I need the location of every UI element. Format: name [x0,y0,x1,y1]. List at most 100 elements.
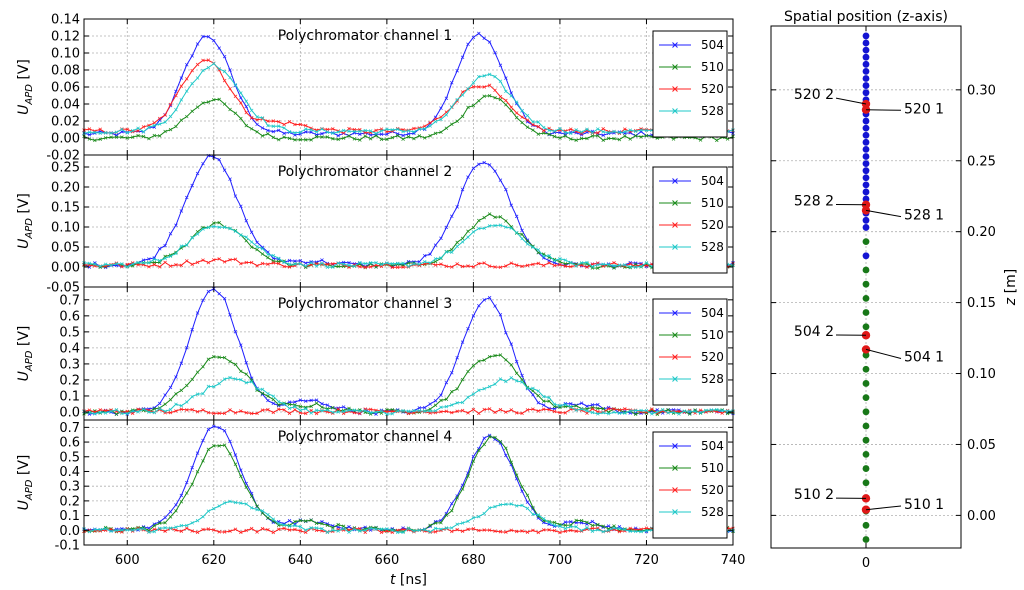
series-point [163,260,167,265]
series-point [266,252,270,257]
series-point [217,425,221,430]
series-point [455,240,459,245]
series-point [239,468,243,472]
series-point [498,223,503,227]
series-point [201,258,205,262]
series-point [596,262,600,267]
series-point [157,116,162,121]
series-point [374,131,378,136]
point-blue [862,252,870,260]
series-point [509,105,514,109]
series-point [325,523,330,527]
series-point [460,400,465,405]
legend-entry: 510 [701,328,724,342]
series-point [201,68,205,73]
series-point [487,295,492,300]
legend-marker [672,64,678,70]
series-point [477,514,481,519]
point-blue [862,39,870,47]
series-point [433,131,438,136]
series-point [212,97,216,102]
series-point [531,392,535,397]
series-point [525,238,530,242]
series-point [574,524,578,529]
series-point [623,263,627,267]
series-markers-510 [82,435,735,534]
y-tick-label: 0.10 [51,221,80,236]
series-line-510 [83,213,734,269]
series-point [325,408,330,412]
series-point [190,183,194,188]
series-point [520,489,524,493]
series-point [477,304,481,308]
series-point [195,260,200,265]
series-point [536,530,541,535]
series-point [347,134,351,138]
series-point [471,364,476,368]
series-point [428,121,432,125]
series-point [590,410,595,415]
series-point [190,377,194,382]
series-markers-528 [82,375,735,417]
series-point [531,512,535,517]
series-point [569,127,573,131]
series-point [390,528,395,532]
series-point [596,266,600,270]
series-point [233,453,238,457]
series-point [606,412,611,416]
series-point [163,525,167,530]
series-point [493,265,497,269]
series-point [185,346,189,350]
series-point [206,260,211,265]
y-tick-label: 0.02 [51,115,80,130]
series-point [114,408,119,412]
series-point [552,263,557,268]
annotation-line [835,97,867,105]
series-point [406,526,411,531]
series-point [228,107,232,112]
series-point [98,527,102,532]
series-point [487,224,492,228]
series-point [147,265,151,269]
y-axis-label: UAPD [V] [16,326,35,382]
series-point [493,382,497,386]
series-point [455,244,459,249]
series-point [255,504,259,508]
series-point [374,261,378,265]
series-point [212,224,216,229]
series-point [179,263,184,268]
series-point [233,362,238,367]
series-point [298,138,303,142]
series-point [309,411,313,415]
series-point [244,123,248,128]
series-point [190,521,194,525]
series-point [606,262,611,267]
series-point [249,245,254,249]
series-point [185,62,189,67]
series-point [136,133,140,138]
series-point [120,127,124,132]
point-blue [862,146,870,153]
series-point [363,128,367,133]
series-point [520,529,524,533]
panel-title: Polychromator channel 3 [278,296,453,312]
series-point [255,263,259,268]
series-point [228,451,232,456]
series-point [287,265,292,269]
spatial-panel: 520 2 520 1 528 2 528 1 504 2 504 1 510 2 510 1… [770,9,1019,571]
series-point [179,404,184,408]
series-point [109,131,113,135]
series-point [152,407,157,411]
series-point [233,462,238,466]
series-point [428,124,432,128]
series-point [482,94,486,98]
series-point [222,377,227,381]
series-point [336,407,340,411]
x-axis-label-unit: [ns] [395,572,427,588]
series-point [249,230,254,235]
series-point [109,262,113,267]
series-point [520,380,524,384]
series-point [633,129,638,134]
series-point [201,514,205,519]
series-point [163,129,167,134]
